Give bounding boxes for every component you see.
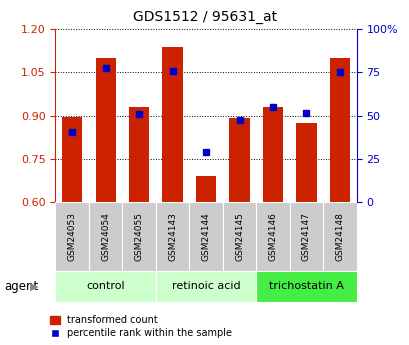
Bar bbox=[55, 271, 155, 302]
Bar bbox=[196, 176, 216, 202]
Bar bbox=[129, 107, 149, 202]
Text: GSM24054: GSM24054 bbox=[101, 212, 110, 261]
Text: control: control bbox=[86, 282, 125, 291]
Bar bbox=[162, 47, 182, 202]
Text: trichostatin A: trichostatin A bbox=[268, 282, 343, 291]
Text: GSM24147: GSM24147 bbox=[301, 212, 310, 261]
Bar bbox=[222, 202, 256, 271]
Text: ▶: ▶ bbox=[29, 282, 38, 291]
Bar bbox=[62, 117, 82, 202]
Bar bbox=[155, 202, 189, 271]
Bar bbox=[289, 202, 322, 271]
Bar bbox=[229, 118, 249, 202]
Bar bbox=[89, 202, 122, 271]
Bar bbox=[155, 271, 256, 302]
Bar bbox=[189, 202, 222, 271]
Bar bbox=[256, 271, 356, 302]
Text: GSM24055: GSM24055 bbox=[134, 212, 143, 261]
Text: GSM24145: GSM24145 bbox=[234, 212, 243, 261]
Text: retinoic acid: retinoic acid bbox=[171, 282, 240, 291]
Text: GSM24143: GSM24143 bbox=[168, 212, 177, 261]
Text: GSM24144: GSM24144 bbox=[201, 212, 210, 261]
Text: agent: agent bbox=[4, 280, 38, 293]
Text: GSM24146: GSM24146 bbox=[268, 212, 277, 261]
Text: GSM24053: GSM24053 bbox=[67, 212, 76, 261]
Legend: transformed count, percentile rank within the sample: transformed count, percentile rank withi… bbox=[50, 315, 232, 338]
Text: GDS1512 / 95631_at: GDS1512 / 95631_at bbox=[133, 10, 276, 24]
Bar bbox=[322, 202, 356, 271]
Bar bbox=[256, 202, 289, 271]
Bar bbox=[122, 202, 155, 271]
Bar bbox=[55, 202, 89, 271]
Text: GSM24148: GSM24148 bbox=[335, 212, 344, 261]
Bar bbox=[95, 58, 115, 202]
Bar bbox=[329, 58, 349, 202]
Bar bbox=[296, 123, 316, 202]
Bar bbox=[262, 107, 282, 202]
